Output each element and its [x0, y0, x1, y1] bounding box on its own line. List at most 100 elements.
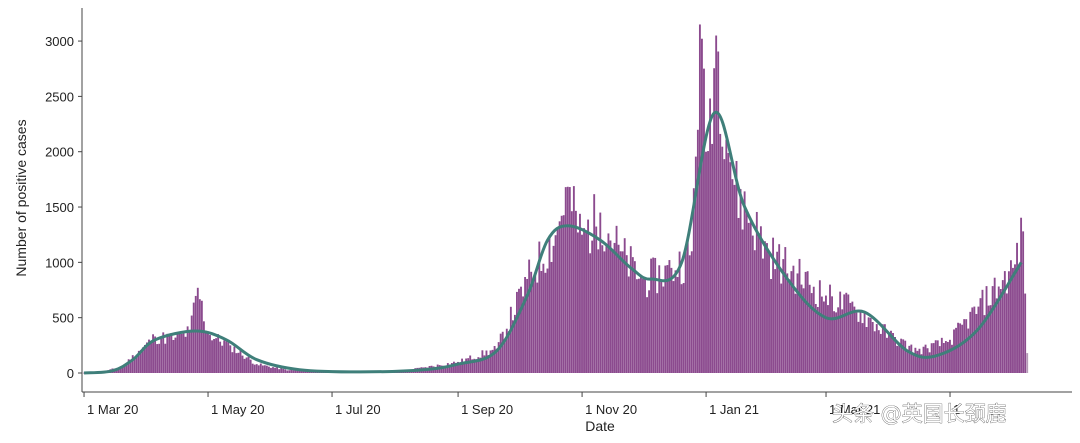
daily-bar	[733, 184, 736, 373]
daily-bar	[666, 265, 669, 373]
daily-bar	[747, 222, 750, 373]
daily-bar	[660, 281, 663, 373]
daily-bar	[577, 232, 579, 373]
x-tick-label: 1 Mar 20	[87, 402, 138, 417]
daily-bar	[812, 286, 815, 373]
daily-bar	[286, 370, 289, 373]
daily-bar	[518, 288, 520, 373]
daily-bar	[827, 305, 829, 373]
x-tick-label: 1 Mar 21	[829, 402, 880, 417]
daily-bar	[469, 355, 472, 373]
daily-bar	[572, 186, 575, 373]
daily-bar	[987, 305, 990, 373]
daily-bar	[522, 296, 524, 373]
daily-bar	[719, 133, 722, 373]
daily-bar	[442, 365, 445, 373]
daily-bar	[825, 295, 827, 373]
daily-bar	[446, 363, 449, 373]
daily-bar	[1010, 260, 1012, 373]
daily-bar	[467, 358, 470, 373]
daily-bar	[166, 333, 169, 373]
daily-bar	[450, 363, 453, 373]
daily-bar	[144, 344, 146, 373]
daily-bar	[473, 358, 476, 373]
daily-bar	[302, 370, 305, 373]
daily-bar	[788, 279, 791, 373]
daily-bar	[743, 191, 746, 373]
daily-bar	[855, 312, 858, 373]
daily-bar	[444, 365, 447, 373]
daily-bar	[554, 235, 557, 373]
daily-bar	[274, 367, 276, 373]
daily-bar	[932, 343, 935, 373]
daily-bar	[485, 350, 488, 373]
daily-bar	[926, 348, 929, 373]
daily-bar	[263, 365, 266, 373]
daily-bar	[796, 273, 799, 373]
y-tick-label: 3000	[45, 34, 74, 49]
x-axis-ticks: 1 Mar 20 1 May 20 1 Jul 20 1 Sep 20 1 Nov 20…	[83, 392, 960, 417]
daily-bar	[727, 152, 730, 373]
daily-bar	[170, 333, 173, 373]
x-tick-label: 1 May 20	[211, 402, 264, 417]
daily-bar	[603, 251, 606, 373]
daily-bar	[900, 338, 903, 373]
daily-bar	[920, 354, 923, 373]
daily-bar	[902, 339, 905, 373]
daily-bar	[686, 240, 689, 373]
daily-bar	[637, 278, 640, 373]
daily-bar	[164, 343, 167, 373]
y-tick-label: 1500	[45, 200, 74, 215]
daily-bar	[1001, 280, 1004, 373]
daily-bar	[806, 271, 809, 373]
daily-bar	[1012, 267, 1014, 373]
daily-bar	[772, 237, 775, 373]
daily-bar	[119, 367, 122, 373]
daily-bar	[251, 363, 254, 373]
daily-bar	[526, 278, 529, 373]
axes	[81, 8, 1072, 393]
daily-bar	[605, 244, 608, 373]
daily-bar	[906, 349, 909, 373]
daily-bar	[831, 296, 833, 373]
daily-bar	[593, 194, 596, 373]
daily-bar	[944, 341, 947, 373]
daily-bar	[209, 335, 211, 373]
daily-bar	[989, 305, 992, 373]
daily-bar	[239, 350, 242, 373]
daily-bar	[619, 251, 622, 373]
daily-bar	[946, 341, 949, 373]
daily-bar	[629, 246, 632, 373]
x-axis-title: Date	[585, 418, 615, 434]
daily-bar	[816, 307, 819, 373]
daily-bar	[790, 271, 793, 373]
daily-bar	[516, 291, 518, 373]
daily-bar	[971, 307, 974, 373]
daily-bar	[979, 298, 982, 373]
daily-bar	[735, 160, 738, 373]
daily-bar	[597, 249, 600, 373]
daily-bar	[833, 311, 836, 373]
daily-bar	[757, 232, 760, 373]
daily-bar	[696, 129, 699, 373]
daily-bar	[621, 251, 624, 373]
daily-bar	[585, 231, 587, 373]
daily-bar	[215, 338, 218, 373]
daily-bar	[243, 358, 246, 373]
daily-bar	[849, 302, 852, 373]
daily-bar	[845, 292, 848, 373]
daily-bar	[853, 306, 856, 373]
daily-bar	[154, 336, 157, 373]
daily-bar	[904, 340, 907, 373]
daily-bar	[268, 366, 270, 373]
daily-bar	[1007, 271, 1010, 373]
daily-bar	[587, 219, 590, 373]
daily-bar	[550, 261, 553, 373]
daily-bar	[670, 267, 673, 373]
daily-bar	[654, 257, 657, 373]
daily-bar	[558, 221, 561, 373]
daily-bar	[688, 255, 691, 373]
daily-bar	[916, 350, 919, 373]
daily-bar	[698, 24, 701, 373]
daily-bar	[1016, 242, 1018, 373]
